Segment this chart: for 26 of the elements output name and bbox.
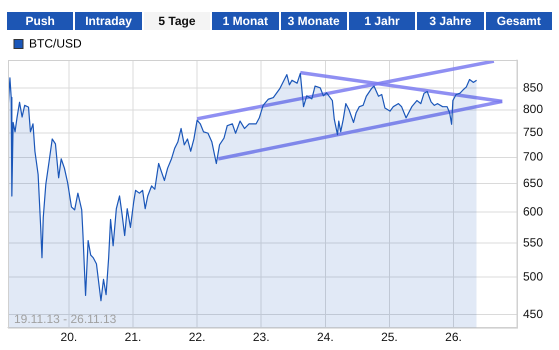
x-tick-label: 24. [316, 330, 334, 344]
y-tick-label: 700 [522, 150, 544, 164]
y-tick-label: 800 [522, 102, 544, 116]
text: 1 Jahr [348, 12, 416, 30]
y-tick-label: 850 [522, 80, 544, 94]
text: 3 Monate [280, 12, 347, 30]
x-tick-label: 21. [124, 330, 142, 344]
text: 5 Tage [144, 12, 210, 30]
text: Gesamt [486, 12, 552, 30]
y-tick-label: 750 [522, 125, 544, 140]
legend-label: BTC/USD [29, 36, 82, 50]
x-tick-label: 25. [381, 330, 398, 344]
y-tick-label: 650 [522, 176, 544, 190]
x-tick-label: 23. [252, 330, 270, 344]
y-tick-label: 550 [522, 236, 544, 250]
text: Intraday [75, 12, 142, 30]
x-tick-label: 26. [445, 330, 462, 344]
y-tick-label: 500 [522, 269, 544, 284]
text: 1 Monat [212, 12, 278, 30]
y-tick-label: 600 [522, 204, 544, 219]
text: Push [7, 12, 74, 30]
annotation: 19.11.13 - 26.11.13 [14, 312, 117, 326]
x-tick-label: 20. [60, 330, 78, 344]
y-tick-label: 450 [522, 307, 544, 322]
x-tick-label: 22. [188, 330, 206, 344]
text: 3 Jahre [417, 12, 484, 30]
